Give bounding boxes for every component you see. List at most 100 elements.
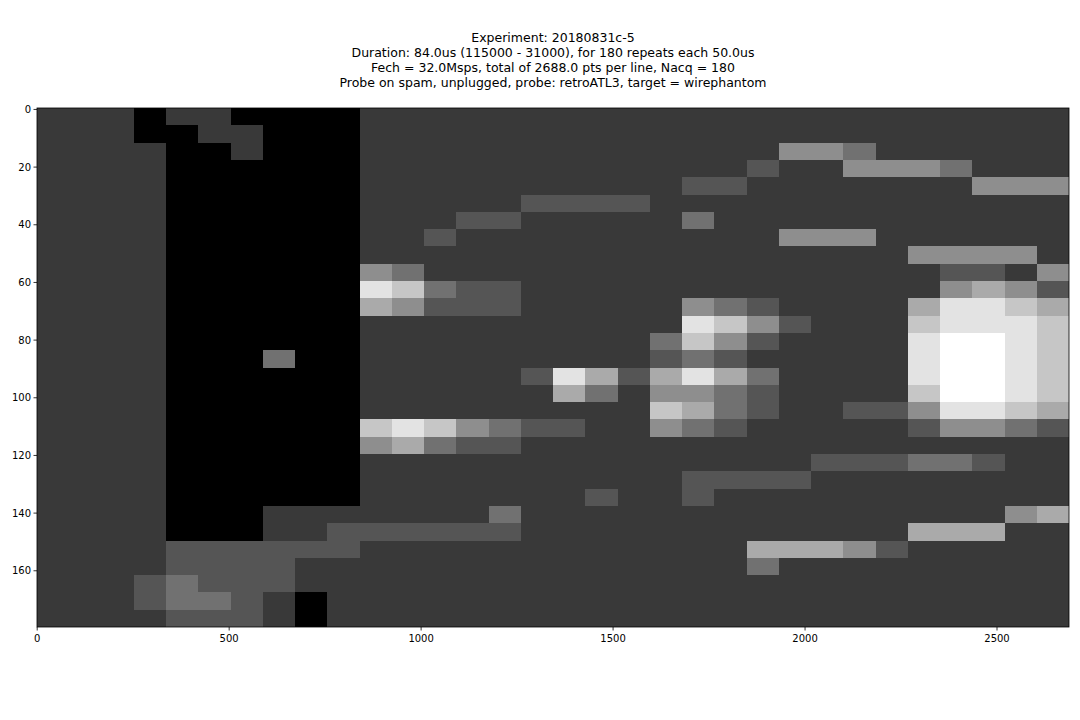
cell bbox=[360, 368, 393, 386]
cell bbox=[360, 229, 393, 247]
cell bbox=[553, 575, 586, 593]
cell bbox=[682, 264, 715, 282]
cell bbox=[134, 437, 167, 455]
cell bbox=[134, 610, 167, 627]
cell bbox=[231, 419, 264, 437]
cell bbox=[650, 419, 683, 437]
cell bbox=[37, 246, 70, 264]
cell bbox=[618, 575, 651, 593]
cell bbox=[327, 437, 360, 455]
cell bbox=[102, 368, 135, 386]
cell bbox=[779, 419, 812, 437]
cell bbox=[295, 143, 328, 161]
cell bbox=[714, 125, 747, 143]
cell bbox=[650, 558, 683, 576]
cell bbox=[1037, 333, 1069, 351]
cell bbox=[1037, 212, 1069, 230]
cell bbox=[811, 419, 844, 437]
cell bbox=[940, 143, 973, 161]
cell bbox=[456, 108, 489, 126]
cell bbox=[456, 592, 489, 610]
cell bbox=[747, 108, 780, 126]
cell bbox=[327, 471, 360, 489]
cell bbox=[198, 368, 231, 386]
cell bbox=[360, 298, 393, 316]
cell bbox=[876, 229, 909, 247]
y-tick bbox=[34, 282, 38, 283]
cell bbox=[327, 558, 360, 576]
cell bbox=[69, 246, 102, 264]
cell bbox=[714, 264, 747, 282]
cell bbox=[166, 212, 199, 230]
cell bbox=[585, 575, 618, 593]
cell bbox=[102, 264, 135, 282]
cell bbox=[69, 333, 102, 351]
cell bbox=[521, 489, 554, 507]
cell bbox=[392, 471, 425, 489]
cell bbox=[618, 264, 651, 282]
cell bbox=[1005, 212, 1038, 230]
cell bbox=[69, 125, 102, 143]
cell bbox=[263, 592, 296, 610]
cell bbox=[327, 333, 360, 351]
cell bbox=[102, 506, 135, 524]
cell bbox=[811, 506, 844, 524]
cell bbox=[843, 437, 876, 455]
cell bbox=[714, 246, 747, 264]
cell bbox=[585, 489, 618, 507]
cell bbox=[876, 160, 909, 178]
cell bbox=[198, 212, 231, 230]
cell bbox=[747, 454, 780, 472]
cell bbox=[198, 419, 231, 437]
cell bbox=[682, 575, 715, 593]
cell bbox=[940, 177, 973, 195]
cell bbox=[231, 350, 264, 368]
cell bbox=[908, 195, 941, 213]
cell bbox=[69, 160, 102, 178]
cell bbox=[908, 437, 941, 455]
cell bbox=[972, 506, 1005, 524]
cell bbox=[392, 350, 425, 368]
cell bbox=[876, 471, 909, 489]
cell bbox=[198, 489, 231, 507]
cell bbox=[360, 523, 393, 541]
cell bbox=[69, 558, 102, 576]
x-tick bbox=[421, 627, 422, 631]
cell bbox=[618, 471, 651, 489]
cell bbox=[231, 298, 264, 316]
cell bbox=[327, 350, 360, 368]
y-tick bbox=[34, 109, 38, 110]
cell bbox=[843, 212, 876, 230]
cell bbox=[714, 143, 747, 161]
cell bbox=[231, 437, 264, 455]
cell bbox=[231, 160, 264, 178]
cell bbox=[198, 143, 231, 161]
cell bbox=[1005, 264, 1038, 282]
cell bbox=[360, 212, 393, 230]
cell bbox=[908, 610, 941, 627]
cell bbox=[682, 212, 715, 230]
cell bbox=[69, 195, 102, 213]
cell bbox=[231, 454, 264, 472]
cell bbox=[940, 592, 973, 610]
cell bbox=[198, 177, 231, 195]
cell bbox=[682, 333, 715, 351]
cell bbox=[682, 350, 715, 368]
cell bbox=[1037, 143, 1069, 161]
cell bbox=[521, 558, 554, 576]
cell bbox=[166, 281, 199, 299]
cell bbox=[682, 402, 715, 420]
x-tick bbox=[997, 627, 998, 631]
cell bbox=[424, 541, 457, 559]
cell bbox=[360, 385, 393, 403]
cell bbox=[69, 419, 102, 437]
cell bbox=[295, 385, 328, 403]
cell bbox=[650, 385, 683, 403]
cell bbox=[779, 177, 812, 195]
cell bbox=[231, 125, 264, 143]
cell bbox=[360, 246, 393, 264]
cell bbox=[424, 160, 457, 178]
cell bbox=[166, 264, 199, 282]
cell bbox=[843, 229, 876, 247]
cell bbox=[682, 108, 715, 126]
